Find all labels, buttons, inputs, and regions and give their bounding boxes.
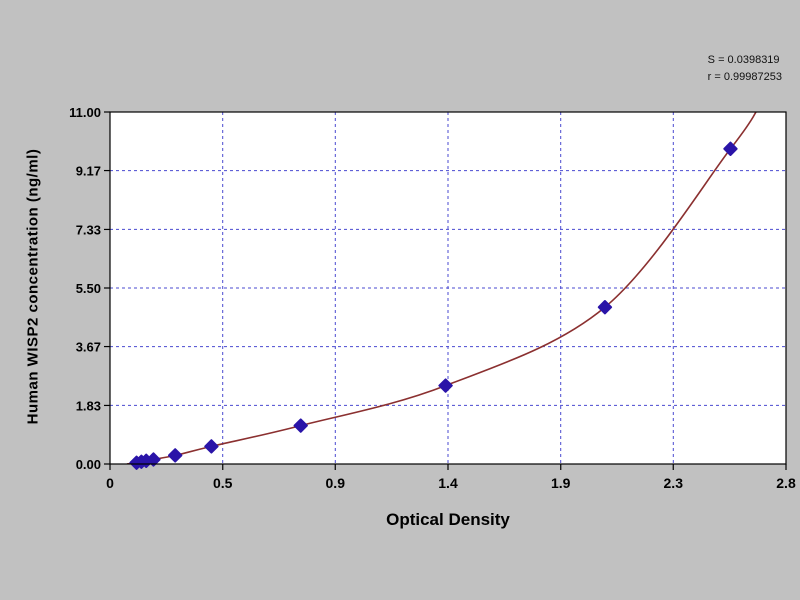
data-points [129, 141, 738, 470]
data-point [723, 141, 738, 156]
data-point [204, 439, 219, 454]
axis-tick-labels: 0 0.5 0.9 1.4 1.9 2.3 2.8 0.00 1.83 3.67 5.50 7.33 9… [69, 105, 796, 491]
y-tick-label: 5.50 [76, 281, 101, 296]
y-tick-label: 3.67 [76, 340, 101, 355]
x-tick-label: 2.8 [776, 475, 796, 491]
x-tick-label: 0.9 [326, 475, 346, 491]
x-tick-label: 0.5 [213, 475, 233, 491]
axis-ticks [104, 111, 787, 470]
y-axis-title: Human WISP2 concentration (ng/ml) [24, 148, 42, 425]
x-tick-label: 1.4 [438, 475, 458, 491]
fit-stat-s: S = 0.0398319 [707, 54, 780, 66]
x-tick-label: 0 [106, 475, 114, 491]
y-tick-label: 7.33 [76, 222, 101, 237]
y-tick-label: 1.83 [76, 398, 101, 413]
y-tick-label: 9.17 [76, 164, 101, 179]
y-tick-label: 0.00 [76, 457, 101, 472]
data-point [597, 300, 613, 315]
data-point [146, 452, 161, 467]
fit-stat-r: r = 0.99987253 [707, 71, 782, 83]
fit-statistics: S = 0.0398319 r = 0.99987253 [708, 52, 782, 86]
data-point [293, 418, 308, 433]
y-tick-label: 11.00 [69, 105, 101, 120]
x-tick-label: 1.9 [551, 475, 571, 491]
data-point [167, 448, 183, 463]
data-point [438, 378, 453, 393]
x-axis-title: Optical Density [386, 510, 510, 529]
x-tick-label: 2.3 [664, 475, 684, 491]
